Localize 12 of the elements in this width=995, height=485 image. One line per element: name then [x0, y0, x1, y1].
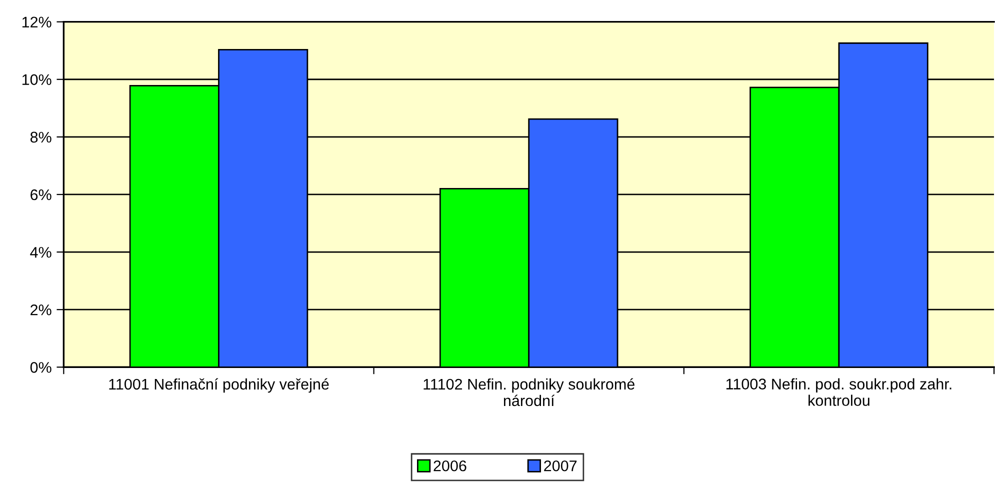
y-tick-label: 10% [22, 74, 52, 86]
legend-label: 2006 [434, 460, 466, 472]
y-tick-label: 2% [30, 304, 52, 316]
legend-label: 2007 [544, 460, 577, 472]
y-tick-label: 4% [30, 246, 52, 258]
x-tick-label: 11001 Nefinační podniky veřejné [109, 378, 329, 393]
y-tick-label: 0% [30, 362, 52, 373]
y-tick-label: 8% [30, 132, 52, 143]
y-tick-label: 12% [22, 16, 52, 28]
x-tick-label: 11102 Nefin. podniky soukromé národní [424, 378, 634, 406]
y-tick-label: 6% [30, 189, 52, 200]
x-tick-label: 11003 Nefin. pod. soukr.pod zahr. kontrolou [726, 378, 952, 406]
